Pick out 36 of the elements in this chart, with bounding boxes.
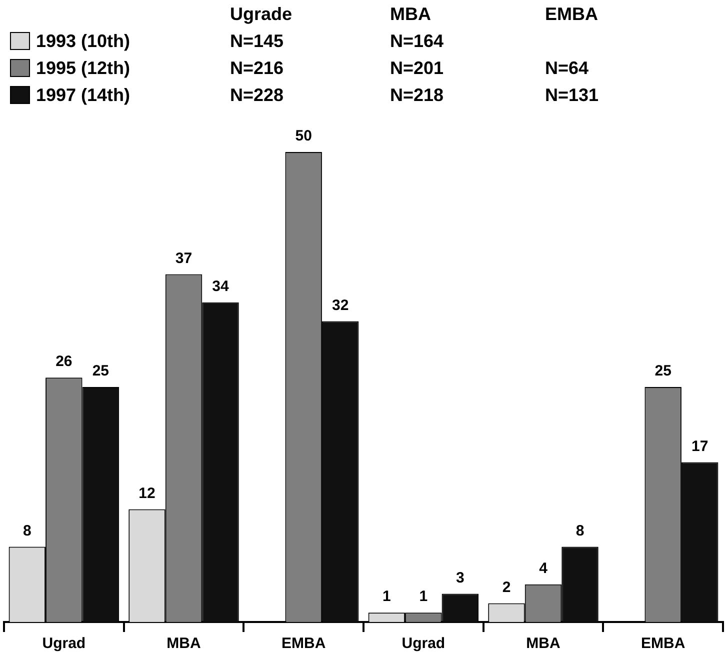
data-label: 4 xyxy=(539,560,548,578)
data-label: 1 xyxy=(419,588,428,606)
x-tick-label: Ugrad xyxy=(402,635,446,652)
data-label: 2 xyxy=(502,578,511,596)
data-label: 50 xyxy=(295,128,312,145)
text: N=218 xyxy=(390,85,444,106)
data-label: 8 xyxy=(22,522,32,540)
data-label: 34 xyxy=(212,278,230,296)
text: MBA xyxy=(390,4,431,25)
data-label: 8 xyxy=(576,522,584,540)
text: N=228 xyxy=(230,85,284,106)
data-label: 1 xyxy=(382,588,391,606)
data-label: 17 xyxy=(691,438,708,455)
legend-label: 1997 (14th) xyxy=(35,85,130,106)
x-tick-label: MBA xyxy=(166,635,201,652)
text: N=201 xyxy=(390,58,444,79)
data-label: 37 xyxy=(175,250,192,267)
text: N=216 xyxy=(230,58,284,79)
data-label: 26 xyxy=(56,353,72,370)
text: Ugrade xyxy=(230,4,292,25)
text: N=145 xyxy=(230,31,284,52)
x-tick-label: EMBA xyxy=(640,635,686,652)
text: N=131 xyxy=(545,85,599,106)
text: N=64 xyxy=(545,58,589,79)
x-tick-label: Ugrad xyxy=(42,635,86,652)
legend-label: 1995 (12th) xyxy=(35,58,130,79)
data-label: 3 xyxy=(456,569,464,586)
data-label: 32 xyxy=(332,296,349,314)
text: EMBA xyxy=(545,4,598,25)
x-tick-label: EMBA xyxy=(281,635,326,652)
data-label: 25 xyxy=(654,362,672,380)
x-tick-label: MBA xyxy=(526,635,560,652)
data-label: 12 xyxy=(138,484,156,502)
legend-label: 1993 (10th) xyxy=(35,31,130,52)
text: N=164 xyxy=(390,31,444,52)
data-label: 25 xyxy=(92,362,110,380)
